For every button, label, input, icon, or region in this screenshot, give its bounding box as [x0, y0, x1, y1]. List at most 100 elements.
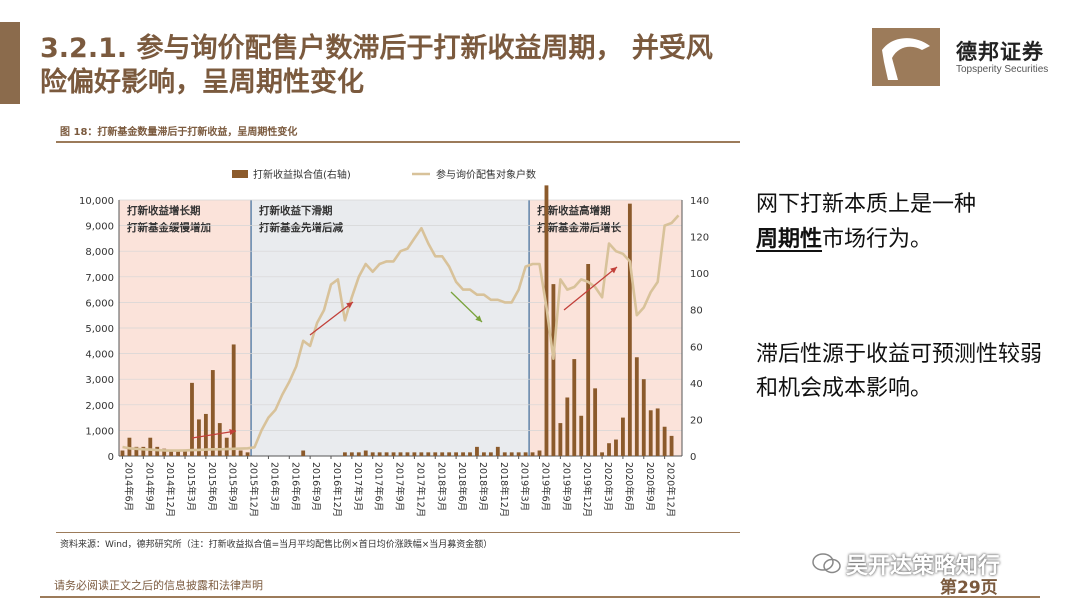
bar-ipo-return	[655, 408, 660, 456]
bar-ipo-return	[231, 344, 236, 456]
bar-ipo-return	[648, 410, 653, 456]
footer-disclaimer: 请务必阅读正文之后的信息披露和法律声明	[54, 579, 263, 592]
period-label-0-line1: 打新收益增长期	[127, 204, 201, 217]
side-text-1c: 市场行为。	[822, 227, 933, 252]
trend-arrow-up-3	[563, 266, 618, 311]
x-tick-label: 2019年9月	[560, 462, 572, 511]
y-left-tick-label: 3,000	[85, 375, 114, 386]
y-left-tick-label: 8,000	[85, 247, 114, 258]
x-tick-label: 2018年6月	[456, 462, 468, 511]
bar-ipo-return	[461, 452, 465, 456]
company-logo: 德邦证券 Topsperity Securities	[872, 28, 1062, 92]
y-left-tick-label: 10,000	[79, 196, 114, 207]
side-text-lag: 滞后性源于收益可预测性较弱和机会成本影响。	[756, 342, 1043, 401]
trend-arrow-up-3-head	[610, 267, 617, 274]
y-left-tick-label: 6,000	[85, 298, 114, 309]
trend-arrow-up-2	[309, 301, 354, 336]
x-tick-label: 2020年3月	[602, 462, 614, 511]
y-right-tick-label: 0	[690, 452, 696, 463]
bar-ipo-return	[127, 437, 132, 456]
bar-ipo-return	[621, 417, 625, 456]
source-note: 资料来源：Wind，德邦研究所（注：打新收益拟合值=当月平均配售比例×首日均价涨…	[60, 540, 493, 550]
bar-ipo-return	[349, 452, 354, 456]
y-right-tick-label: 40	[690, 379, 703, 390]
bar-ipo-return	[454, 452, 459, 456]
bar-ipo-return	[551, 284, 556, 456]
bar-ipo-return	[391, 452, 396, 456]
figure-caption: 图 18：打新基金数量滞后于打新收益，呈周期性变化	[60, 127, 298, 138]
bar-ipo-return	[627, 203, 632, 456]
bar-ipo-return	[662, 426, 667, 456]
bar-ipo-return	[447, 452, 452, 456]
bar-ipo-return	[384, 452, 389, 456]
bar-ipo-return	[210, 370, 215, 456]
bar-ipo-return	[537, 450, 542, 456]
x-tick-label: 2016年3月	[268, 462, 280, 511]
trend-arrow-up-1	[191, 430, 237, 439]
bar-ipo-return	[481, 452, 486, 456]
footer-rule	[40, 596, 1040, 598]
period-label-2-line2: 打新基金滞后增长	[537, 221, 621, 234]
slide-title-line-1: 3.2.1. 参与询价配售户数滞后于打新收益周期， 并受风	[40, 33, 713, 64]
x-tick-label: 2017年9月	[394, 462, 406, 511]
bar-ipo-return	[523, 452, 528, 456]
x-tick-label: 2017年3月	[352, 462, 364, 511]
side-text-1a: 网下打新本质上是一种	[756, 192, 977, 217]
slide-title-line-2: 险偏好影响，呈周期性变化	[40, 67, 364, 98]
line-subscriber-count	[122, 214, 680, 452]
logo-company-name: 德邦证券	[956, 40, 1044, 64]
side-text-highlight: 周期性	[756, 226, 823, 252]
bar-ipo-return	[579, 415, 584, 456]
trend-arrow-down	[450, 291, 483, 323]
bar-ipo-return	[405, 452, 410, 456]
bar-ipo-return	[238, 450, 243, 456]
leopard-logo-icon	[872, 28, 940, 86]
trend-arrow-up-1-head	[229, 428, 236, 435]
bar-ipo-return	[377, 452, 382, 456]
x-tick-label: 2014年9月	[143, 462, 155, 511]
bar-ipo-return	[641, 379, 646, 456]
bar-ipo-return	[224, 437, 229, 456]
bar-ipo-return	[669, 435, 674, 456]
y-left-tick-label: 0	[108, 452, 114, 463]
x-tick-label: 2015年3月	[185, 462, 197, 511]
x-tick-label: 2014年12月	[164, 462, 176, 517]
x-tick-label: 2019年12月	[581, 462, 593, 517]
period-label-1-line1: 打新收益下滑期	[259, 204, 333, 217]
bar-ipo-return	[516, 452, 521, 456]
x-tick-label: 2016年9月	[310, 462, 322, 511]
legend-label-bar: 打新收益拟合值(右轴)	[253, 168, 351, 181]
watermark-text: 吴开达策略知行	[846, 554, 1001, 579]
bar-ipo-return	[468, 452, 472, 456]
y-right-tick-label: 80	[690, 306, 703, 317]
bar-ipo-return	[155, 446, 160, 456]
y-right-tick-label: 140	[690, 196, 709, 207]
bar-ipo-return	[356, 452, 361, 456]
slide-title: 3.2.1. 参与询价配售户数滞后于打新收益周期， 并受风 险偏好影响，呈周期性…	[40, 32, 840, 100]
bar-ipo-return	[593, 388, 598, 456]
x-tick-label: 2017年6月	[373, 462, 385, 511]
y-left-tick-label: 2,000	[85, 401, 114, 412]
bar-ipo-return	[600, 452, 604, 456]
bar-ipo-return	[530, 452, 535, 456]
x-tick-label: 2016年12月	[331, 462, 343, 517]
bar-ipo-return	[558, 423, 563, 456]
x-tick-label: 2018年3月	[435, 462, 447, 511]
bar-ipo-return	[495, 446, 500, 456]
bar-ipo-return	[565, 397, 570, 456]
bar-ipo-return	[134, 446, 139, 456]
x-tick-label: 2015年6月	[206, 462, 218, 511]
bar-ipo-return	[162, 448, 167, 456]
bar-ipo-return	[614, 439, 618, 456]
title-accent-bar	[0, 22, 20, 104]
x-tick-label: 2020年12月	[665, 462, 677, 517]
bar-ipo-return	[544, 185, 549, 456]
x-tick-label: 2018年9月	[477, 462, 489, 511]
x-tick-label: 2014年6月	[122, 462, 134, 511]
x-tick-label: 2017年12月	[414, 462, 426, 517]
bar-ipo-return	[398, 452, 403, 456]
period-label-1-line2: 打新基金先增后减	[259, 221, 343, 234]
y-left-tick-label: 9,000	[85, 222, 114, 233]
period-label-2-line1: 打新收益高增期	[537, 204, 611, 217]
bar-ipo-return	[363, 450, 368, 456]
